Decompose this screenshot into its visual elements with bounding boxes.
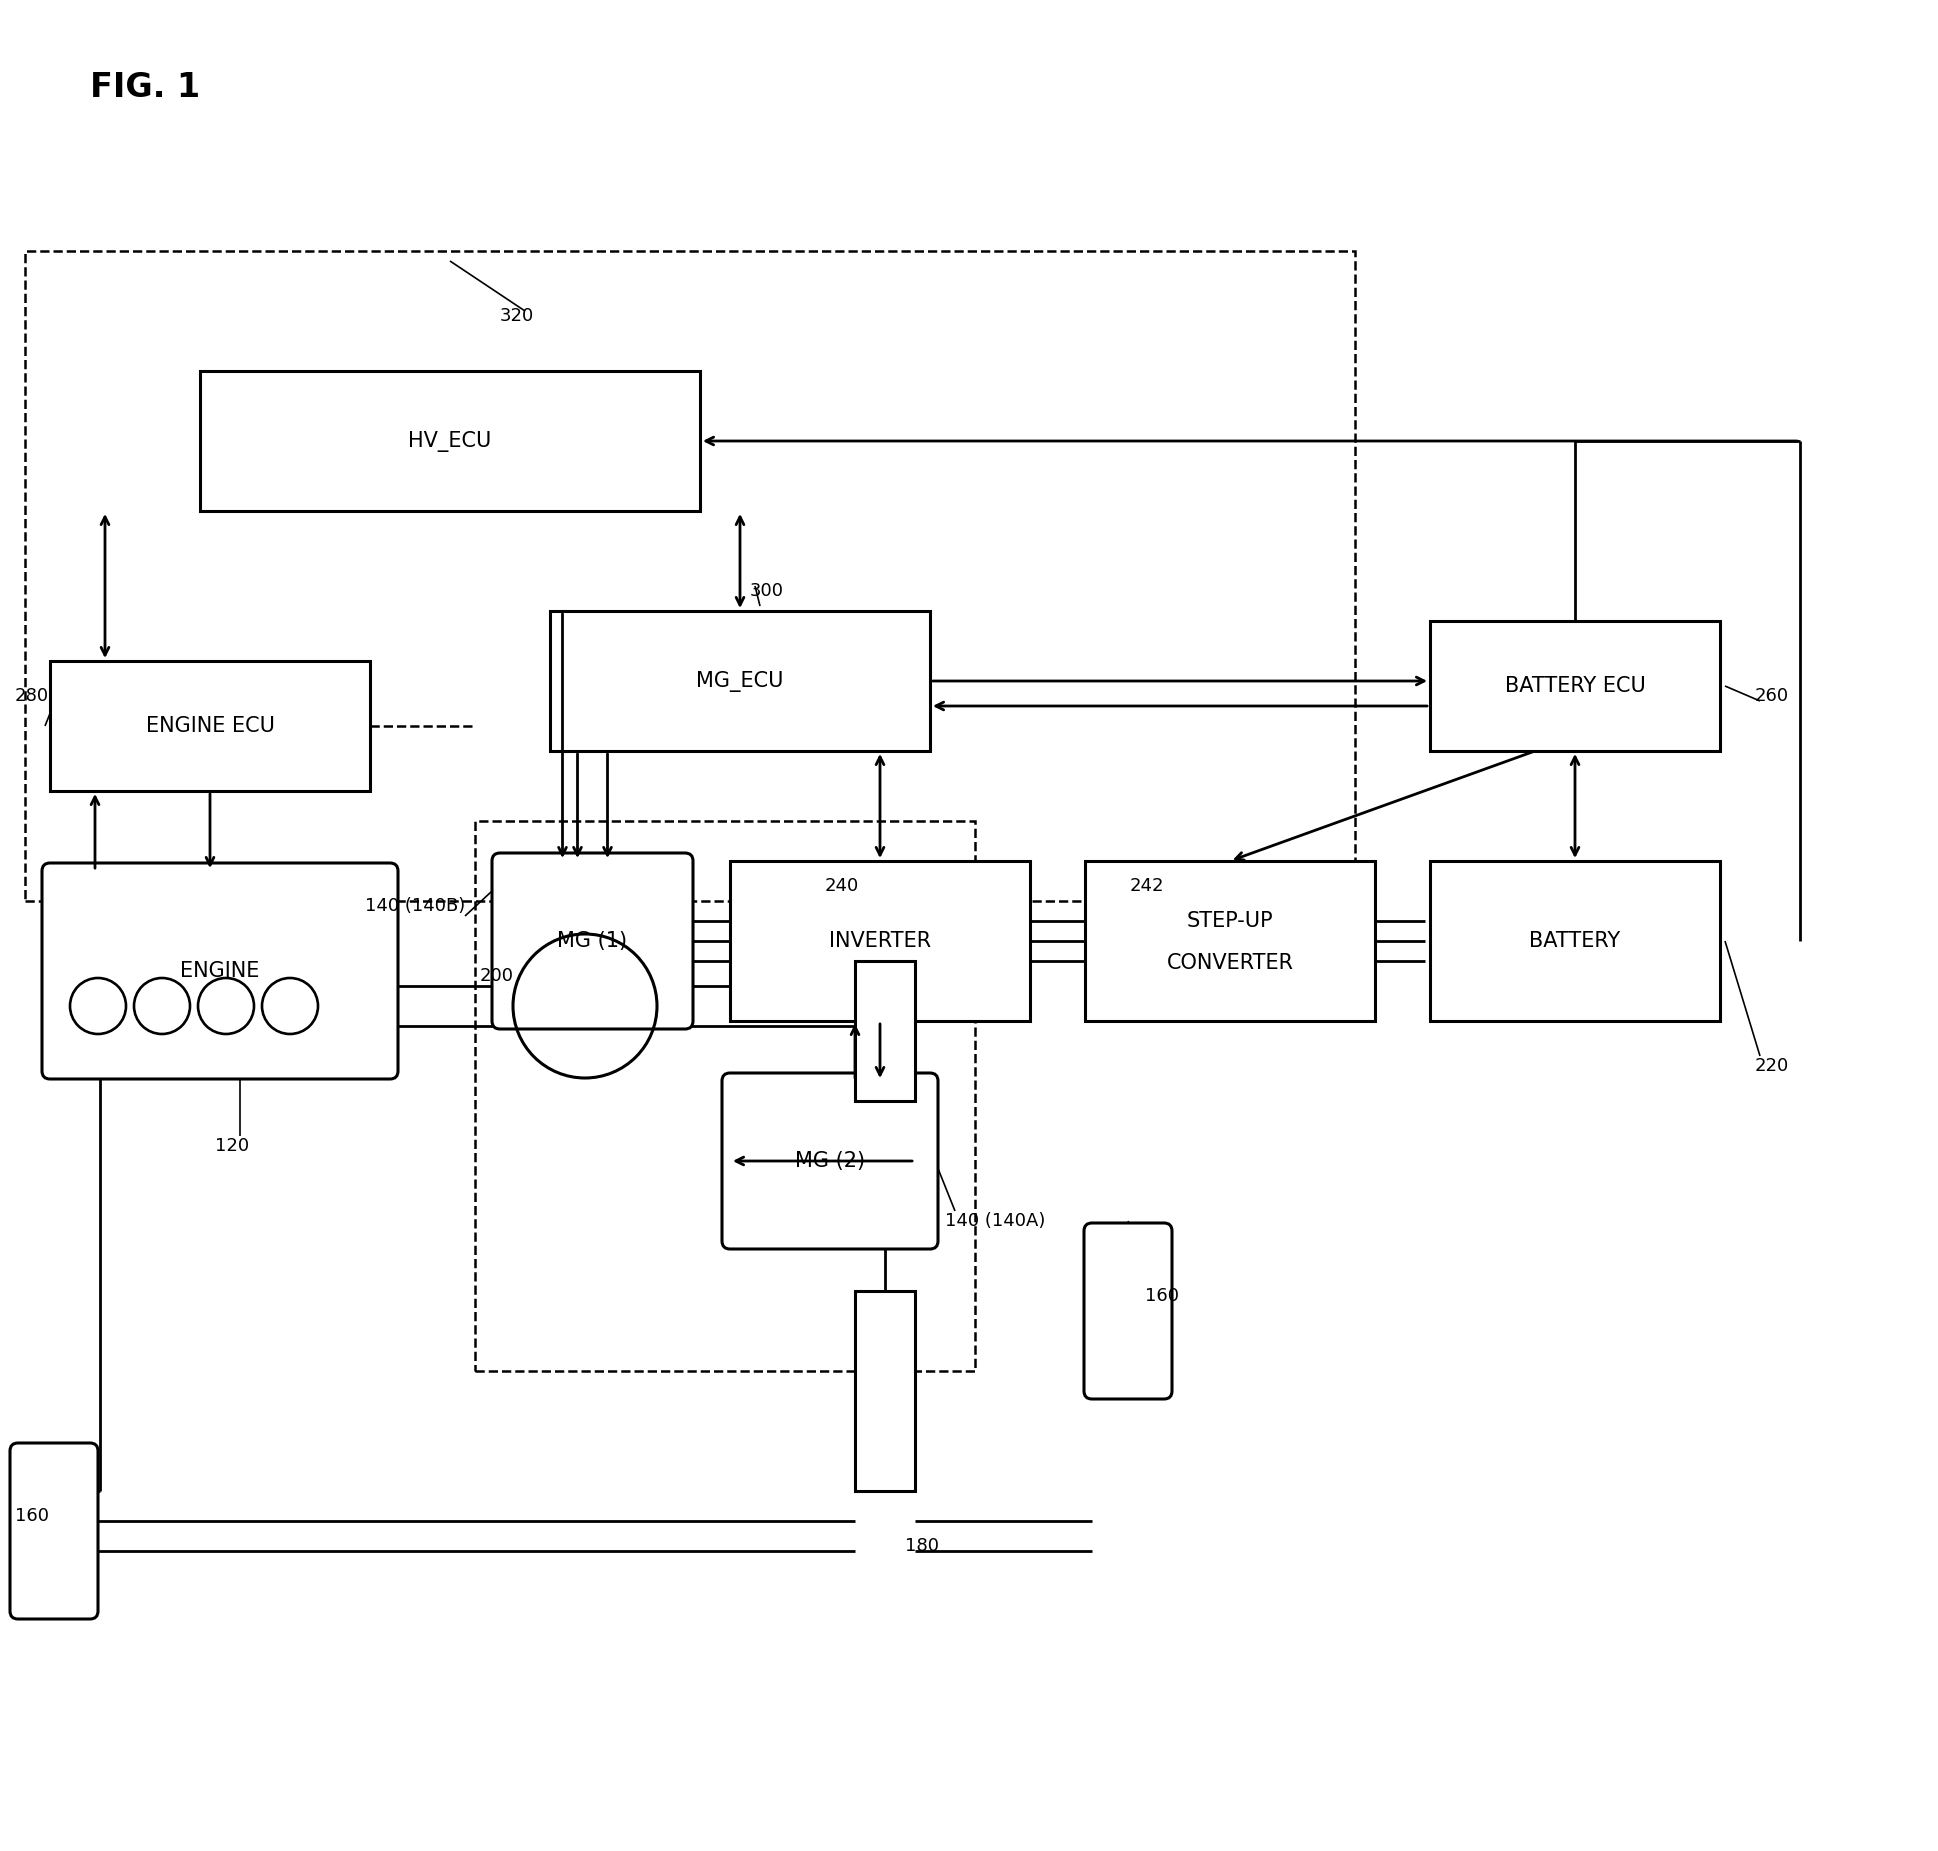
Text: FIG. 1: FIG. 1 <box>89 70 200 104</box>
FancyBboxPatch shape <box>855 961 915 1101</box>
Text: MG_ECU: MG_ECU <box>696 670 783 692</box>
Text: 260: 260 <box>1756 687 1789 705</box>
FancyBboxPatch shape <box>731 861 1029 1022</box>
Text: 200: 200 <box>481 966 514 985</box>
Text: INVERTER: INVERTER <box>829 931 930 951</box>
FancyBboxPatch shape <box>1085 861 1374 1022</box>
Text: CONVERTER: CONVERTER <box>1167 953 1293 974</box>
Text: BATTERY: BATTERY <box>1529 931 1620 951</box>
Text: 160: 160 <box>1145 1286 1178 1305</box>
Text: 180: 180 <box>905 1536 940 1555</box>
Text: 220: 220 <box>1756 1057 1789 1075</box>
Text: 120: 120 <box>215 1137 250 1155</box>
Text: HV_ECU: HV_ECU <box>409 431 492 452</box>
FancyBboxPatch shape <box>10 1444 99 1620</box>
Text: ENGINE: ENGINE <box>180 961 260 981</box>
FancyBboxPatch shape <box>1430 620 1721 752</box>
FancyBboxPatch shape <box>855 1290 915 1492</box>
FancyBboxPatch shape <box>1083 1224 1172 1399</box>
Text: 280: 280 <box>16 687 48 705</box>
Text: ENGINE ECU: ENGINE ECU <box>145 716 275 737</box>
Text: 320: 320 <box>500 307 535 326</box>
Text: MG (1): MG (1) <box>558 931 628 951</box>
Text: 160: 160 <box>16 1507 48 1525</box>
Text: MG (2): MG (2) <box>795 1151 864 1172</box>
FancyBboxPatch shape <box>550 611 930 752</box>
Text: 140 (140A): 140 (140A) <box>946 1212 1045 1231</box>
FancyBboxPatch shape <box>200 370 700 511</box>
Text: 140 (140B): 140 (140B) <box>364 898 465 914</box>
FancyBboxPatch shape <box>492 853 694 1029</box>
Text: BATTERY ECU: BATTERY ECU <box>1504 676 1645 696</box>
FancyBboxPatch shape <box>43 863 397 1079</box>
Text: 242: 242 <box>1130 877 1165 896</box>
FancyBboxPatch shape <box>50 661 370 790</box>
FancyBboxPatch shape <box>1430 861 1721 1022</box>
Text: STEP-UP: STEP-UP <box>1186 911 1273 931</box>
Text: 300: 300 <box>750 581 785 600</box>
Text: 240: 240 <box>826 877 859 896</box>
FancyBboxPatch shape <box>723 1074 938 1249</box>
